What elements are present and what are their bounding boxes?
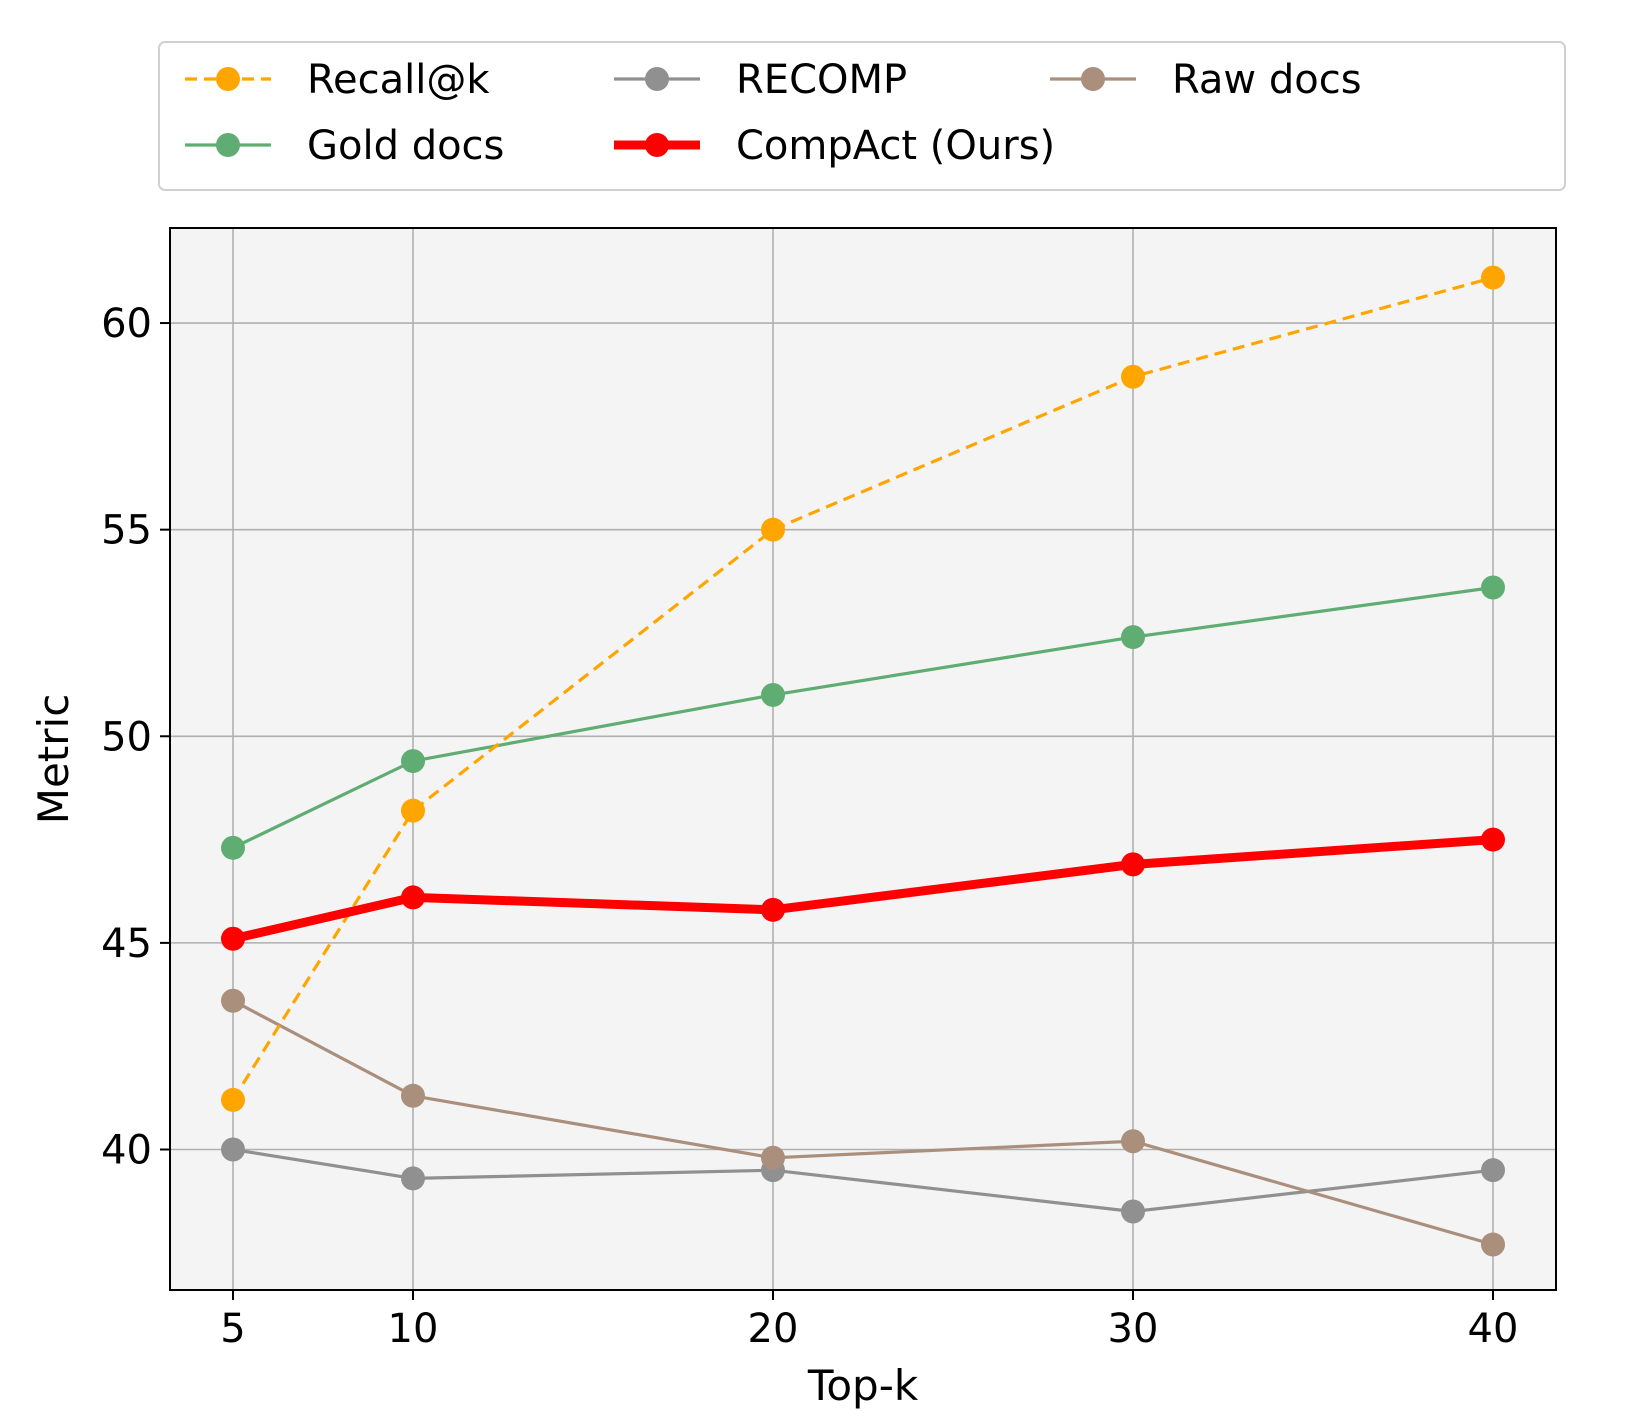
- x-tick-label: 20: [748, 1306, 799, 1352]
- legend-marker-recomp: [645, 67, 669, 91]
- y-tick-label: 45: [101, 921, 152, 967]
- data-point-compact-ours: [1481, 827, 1505, 852]
- data-point-recall-k: [221, 1087, 245, 1112]
- legend-entry-raw-docs: Raw docs: [1050, 57, 1362, 103]
- data-point-gold-docs: [1481, 575, 1505, 600]
- data-point-raw-docs: [761, 1145, 785, 1170]
- data-point-gold-docs: [761, 682, 785, 707]
- legend-entry-gold-docs: Gold docs: [185, 123, 504, 169]
- x-tick-label: 5: [220, 1306, 245, 1352]
- legend-marker-compact-ours: [645, 133, 669, 157]
- grid-lines: [170, 228, 1556, 1290]
- data-point-recall-k: [761, 517, 785, 542]
- data-point-gold-docs: [1121, 625, 1145, 650]
- data-point-raw-docs: [221, 988, 245, 1013]
- data-point-recomp: [1481, 1158, 1505, 1183]
- legend-label-compact-ours: CompAct (Ours): [736, 123, 1055, 169]
- data-point-compact-ours: [1121, 852, 1145, 877]
- legend-label-recall-k: Recall@k: [307, 57, 490, 103]
- y-tick-label: 55: [101, 508, 152, 554]
- series-compact-ours: [221, 827, 1505, 951]
- legend-marker-raw-docs: [1081, 67, 1105, 91]
- legend-box: [158, 41, 1566, 191]
- axis-ticks: 5 10 20 30 40 40 45 50 55 60: [101, 301, 1518, 1352]
- data-point-recomp: [401, 1166, 425, 1191]
- data-point-compact-ours: [761, 897, 785, 922]
- plot-area: [170, 228, 1556, 1290]
- x-tick-label: 10: [388, 1306, 439, 1352]
- series-gold-docs: [221, 575, 1505, 860]
- series-line-recall-k: [231, 276, 1494, 1101]
- series-layer: [221, 265, 1505, 1257]
- legend-marker-gold-docs: [216, 133, 240, 157]
- data-point-raw-docs: [1481, 1232, 1505, 1257]
- legend-label-raw-docs: Raw docs: [1172, 57, 1362, 103]
- y-tick-label: 50: [101, 714, 152, 760]
- data-point-compact-ours: [401, 885, 425, 910]
- data-point-recall-k: [1481, 265, 1505, 290]
- data-point-gold-docs: [221, 835, 245, 860]
- data-point-recall-k: [1121, 364, 1145, 389]
- data-point-recall-k: [401, 798, 425, 823]
- legend-entry-compact-ours: CompAct (Ours): [614, 123, 1055, 169]
- x-axis-label: Top-k: [807, 1361, 919, 1410]
- legend-marker-recall-k: [216, 67, 240, 91]
- data-point-gold-docs: [401, 749, 425, 774]
- data-point-raw-docs: [1121, 1129, 1145, 1154]
- y-axis-label: Metric: [29, 694, 78, 825]
- series-recall-k: [221, 265, 1505, 1112]
- legend-entry-recall-k: Recall@k: [185, 57, 490, 103]
- data-point-recomp: [221, 1137, 245, 1162]
- data-point-recomp: [1121, 1199, 1145, 1224]
- legend-entry-recomp: RECOMP: [614, 57, 907, 103]
- y-tick-label: 40: [101, 1128, 152, 1174]
- legend: Recall@k RECOMP Raw docs Gold docs CompAct (…: [158, 41, 1566, 191]
- legend-label-recomp: RECOMP: [736, 57, 907, 103]
- x-tick-label: 30: [1108, 1306, 1159, 1352]
- x-tick-label: 40: [1468, 1306, 1519, 1352]
- plot-frame: [169, 227, 1557, 1291]
- data-point-raw-docs: [401, 1083, 425, 1108]
- y-tick-label: 60: [101, 301, 152, 347]
- series-raw-docs: [221, 988, 1505, 1257]
- data-point-compact-ours: [221, 926, 245, 951]
- legend-label-gold-docs: Gold docs: [307, 123, 504, 169]
